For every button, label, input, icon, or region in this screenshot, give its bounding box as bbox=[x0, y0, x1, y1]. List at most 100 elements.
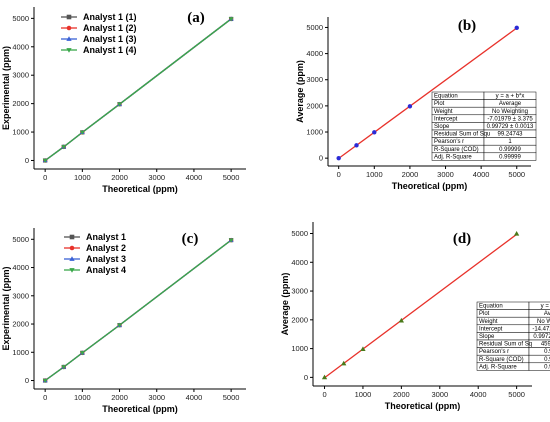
table-row-value: -14.47231 ± 7.65 bbox=[532, 326, 550, 332]
table-row-value: 0.99999 bbox=[499, 147, 521, 153]
x-tick-label: 5000 bbox=[223, 173, 240, 182]
table-cell bbox=[528, 362, 550, 371]
data-point bbox=[228, 238, 234, 243]
y-tick-label: 5000 bbox=[12, 14, 29, 23]
table-row-value: 0.99725 ± 0.003 bbox=[533, 334, 550, 340]
legend-label: Analyst 2 bbox=[86, 243, 126, 253]
table-row-label: Residual Sum of Sq bbox=[479, 342, 532, 348]
x-tick-label: 1000 bbox=[366, 170, 383, 179]
table-row-value: No Weighting bbox=[492, 109, 528, 115]
fit-line bbox=[338, 27, 518, 159]
x-tick-label: 1000 bbox=[74, 173, 91, 182]
table-row-label: Weight bbox=[479, 319, 498, 325]
x-tick-label: 3000 bbox=[437, 170, 454, 179]
data-point bbox=[42, 158, 48, 163]
fit-stats-table: Equation y = a + b*x Plot Average Weight No W… bbox=[476, 301, 550, 371]
table-row-label: Adj. R-Square bbox=[434, 154, 472, 160]
x-tick-label: 5000 bbox=[508, 390, 525, 399]
table-row-label: Pearson's r bbox=[479, 349, 509, 355]
data-point bbox=[321, 374, 328, 380]
panel-label: (b) bbox=[458, 18, 476, 34]
table-row-value: 0.99729 ± 0.0013 bbox=[487, 124, 534, 130]
table-row-value: -7.01979 ± 3.375 bbox=[487, 116, 533, 122]
y-tick-label: 0 bbox=[25, 376, 29, 385]
x-tick-label: 4000 bbox=[470, 390, 487, 399]
table-cell bbox=[528, 339, 550, 348]
legend-label: Analyst 1 (3) bbox=[83, 34, 137, 44]
x-tick-label: 3000 bbox=[431, 390, 448, 399]
table-cell bbox=[528, 354, 550, 364]
table-cell bbox=[528, 309, 550, 318]
table-row-value: Average bbox=[544, 311, 550, 317]
table-row-value: No Weighting bbox=[537, 319, 550, 325]
table-row-label: Slope bbox=[434, 124, 450, 130]
table-row-label: Equation bbox=[479, 304, 503, 310]
y-tick-label: 3000 bbox=[12, 291, 29, 300]
table-row-label: Plot bbox=[434, 101, 445, 107]
table-cell bbox=[483, 152, 537, 161]
x-tick-label: 0 bbox=[322, 390, 326, 399]
x-tick-label: 2000 bbox=[402, 170, 419, 179]
y-tick-label: 2000 bbox=[12, 320, 29, 329]
series-line-4 bbox=[44, 239, 232, 382]
table-row-label: R-Square (COD) bbox=[479, 357, 524, 363]
table-cell bbox=[528, 301, 550, 310]
data-point bbox=[79, 351, 85, 356]
fit-line bbox=[324, 233, 518, 379]
legend-label: Analyst 4 bbox=[86, 265, 126, 275]
x-tick-label: 3000 bbox=[148, 173, 165, 182]
legend-marker bbox=[66, 36, 72, 41]
table-cell bbox=[528, 316, 550, 326]
y-tick-label: 0 bbox=[319, 154, 323, 163]
x-axis-label: Theoretical (ppm) bbox=[385, 401, 461, 411]
x-tick-label: 0 bbox=[43, 393, 47, 402]
y-tick-label: 3000 bbox=[12, 71, 29, 80]
x-axis-label: Theoretical (ppm) bbox=[102, 404, 178, 414]
x-axis-label: Theoretical (ppm) bbox=[392, 181, 468, 191]
table-row-value: 0.99997 bbox=[544, 357, 550, 363]
panel-label: (d) bbox=[453, 231, 471, 247]
data-point bbox=[341, 360, 347, 366]
table-row-value: 0.99999 bbox=[499, 154, 521, 160]
data-point bbox=[398, 317, 405, 323]
table-row-label: Intercept bbox=[479, 326, 503, 332]
x-tick-label: 5000 bbox=[223, 393, 240, 402]
table-row-label: Intercept bbox=[434, 116, 458, 122]
x-tick-label: 2000 bbox=[393, 390, 410, 399]
x-tick-label: 4000 bbox=[186, 393, 203, 402]
y-tick-label: 3000 bbox=[291, 287, 308, 296]
data-point bbox=[117, 323, 122, 328]
chart-panel-3: 0 1000 2000 3000 4000 5000 0 1000 2000 3000 4000 50… bbox=[1, 228, 246, 414]
table-row-label: Residual Sum of Squ bbox=[434, 132, 490, 138]
table-row-value: 0.99999 bbox=[544, 349, 550, 355]
legend-marker bbox=[66, 14, 72, 20]
y-axis-label: Average (ppm) bbox=[280, 273, 290, 336]
x-tick-label: 1000 bbox=[355, 390, 372, 399]
data-point bbox=[117, 102, 122, 107]
y-axis-label: Experimental (ppm) bbox=[1, 46, 11, 130]
data-point bbox=[42, 378, 48, 384]
table-row-value: y = a + b*x bbox=[496, 94, 525, 100]
table-cell bbox=[528, 347, 550, 356]
table-row-value: 1 bbox=[508, 139, 512, 145]
panel-label: (c) bbox=[182, 231, 199, 247]
y-tick-label: 5000 bbox=[291, 229, 308, 238]
y-tick-label: 5000 bbox=[306, 23, 323, 32]
data-point bbox=[514, 25, 519, 31]
table-row-label: Weight bbox=[434, 109, 453, 115]
data-point bbox=[61, 145, 67, 150]
table-row-value: 0.99996 bbox=[544, 364, 550, 370]
legend-label: Analyst 1 (1) bbox=[83, 12, 137, 22]
y-tick-label: 4000 bbox=[12, 263, 29, 272]
x-tick-label: 2000 bbox=[111, 393, 128, 402]
x-axis-label: Theoretical (ppm) bbox=[102, 184, 178, 194]
legend-label: Analyst 1 (4) bbox=[83, 45, 137, 55]
table-row-value: 459.57496 bbox=[541, 342, 550, 348]
y-tick-label: 3000 bbox=[306, 75, 323, 84]
chart-panel-2: 0 1000 2000 3000 4000 5000 0 1000 2000 3000 4000 50… bbox=[295, 17, 537, 191]
y-tick-label: 2000 bbox=[291, 315, 308, 324]
data-point bbox=[336, 155, 341, 161]
legend-marker bbox=[69, 245, 75, 251]
y-tick-label: 0 bbox=[304, 373, 308, 382]
